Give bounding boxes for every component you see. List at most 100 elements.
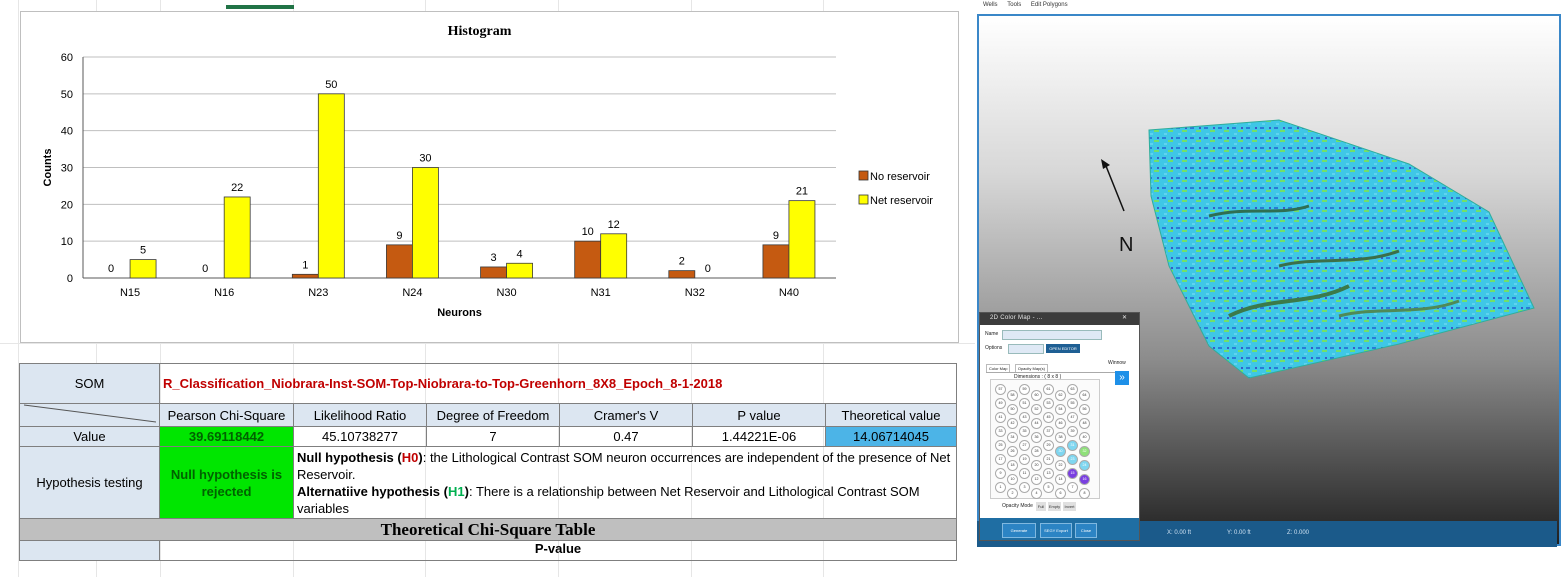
hex-neuron[interactable]: 45 <box>1043 412 1054 423</box>
hex-neuron[interactable]: 61 <box>1043 384 1054 395</box>
hex-neuron[interactable]: 21 <box>1043 454 1054 465</box>
hex-neuron[interactable]: 44 <box>1031 418 1042 429</box>
open-editor-button[interactable]: OPEN EDITOR <box>1046 344 1080 353</box>
menu-edit-polygons[interactable]: Edit Polygons <box>1030 2 1068 8</box>
dialog-titlebar[interactable]: 2D Color Map - ... ✕ <box>980 313 1139 325</box>
close-icon[interactable]: ✕ <box>1122 315 1128 321</box>
hex-neuron[interactable]: 3 <box>1019 482 1030 493</box>
hex-neuron[interactable]: 30 <box>1055 446 1066 457</box>
hex-neuron[interactable]: 52 <box>1031 404 1042 415</box>
menu-tools[interactable]: Tools <box>1007 2 1022 8</box>
opacity-full-button[interactable]: Full <box>1036 502 1046 511</box>
som-name-cell[interactable]: R_Classification_Niobrara-Inst-SOM-Top-N… <box>159 363 957 404</box>
seismic-viewer-window: Wells Tools Edit Polygons N <box>975 0 1566 577</box>
y-tick-label: 50 <box>61 89 73 101</box>
hex-neuron[interactable]: 37 <box>1043 426 1054 437</box>
hex-neuron[interactable]: 60 <box>1031 390 1042 401</box>
hex-neuron[interactable]: 46 <box>1055 418 1066 429</box>
segy-export-button[interactable]: SEGY Export <box>1040 523 1072 538</box>
hex-neuron[interactable]: 29 <box>1043 440 1054 451</box>
active-sheet-indicator[interactable] <box>226 5 294 9</box>
hex-neuron[interactable]: 24 <box>1079 460 1090 471</box>
hex-neuron[interactable]: 7 <box>1067 482 1078 493</box>
hex-neuron[interactable]: 49 <box>995 398 1006 409</box>
hex-neuron[interactable]: 63 <box>1067 384 1078 395</box>
hypothesis-text-cell[interactable]: Null hypothesis (H0): the Lithological C… <box>293 446 957 519</box>
chart-canvas: 0102030405060N1505N16022N23150N24930N303… <box>42 24 933 319</box>
data-label: 1 <box>302 259 308 271</box>
options-select[interactable] <box>1008 344 1044 354</box>
hex-neuron[interactable]: 17 <box>995 454 1006 465</box>
hex-neuron[interactable]: 48 <box>1079 418 1090 429</box>
hex-neuron[interactable]: 33 <box>995 426 1006 437</box>
hex-neuron[interactable]: 62 <box>1055 390 1066 401</box>
tab-color-map[interactable]: Color Map <box>986 364 1011 372</box>
bar-net-reservoir <box>223 196 251 279</box>
hex-neuron[interactable]: 6 <box>1055 488 1066 499</box>
winnow-forward-button[interactable]: » <box>1115 371 1129 385</box>
name-field[interactable] <box>1002 330 1102 340</box>
hex-neuron[interactable]: 16 <box>1079 474 1090 485</box>
hex-neuron[interactable]: 8 <box>1079 488 1090 499</box>
hex-neuron[interactable]: 19 <box>1019 454 1030 465</box>
hex-neuron[interactable]: 59 <box>1019 384 1030 395</box>
hex-neuron[interactable]: 58 <box>1007 390 1018 401</box>
hex-neuron[interactable]: 51 <box>1019 398 1030 409</box>
hex-neuron[interactable]: 32 <box>1079 446 1090 457</box>
hex-neuron[interactable]: 26 <box>1007 446 1018 457</box>
hex-neuron[interactable]: 22 <box>1055 460 1066 471</box>
hex-neuron[interactable]: 18 <box>1007 460 1018 471</box>
value-p-value[interactable]: 1.44221E-06 <box>692 426 826 447</box>
hex-neuron[interactable]: 27 <box>1019 440 1030 451</box>
hex-neuron[interactable]: 42 <box>1007 418 1018 429</box>
hex-neuron[interactable]: 40 <box>1079 432 1090 443</box>
close-button[interactable]: Close <box>1075 523 1097 538</box>
generate-geobodies-button[interactable]: Generate Geobodies <box>1002 523 1036 538</box>
hex-neuron[interactable]: 15 <box>1067 468 1078 479</box>
hex-neuron[interactable]: 13 <box>1043 468 1054 479</box>
hex-neuron[interactable]: 25 <box>995 440 1006 451</box>
hex-neuron[interactable]: 28 <box>1031 446 1042 457</box>
hex-neuron[interactable]: 39 <box>1067 426 1078 437</box>
value-likelihood[interactable]: 45.10738277 <box>293 426 427 447</box>
hex-neuron[interactable]: 10 <box>1007 474 1018 485</box>
histogram-chart[interactable]: 0 10 20 30 40 50 60 N15 0 5 N16 0 22 N23 1 50 N24 9 30 N30 3… <box>20 11 959 343</box>
hypothesis-result-cell[interactable]: Null hypothesis is rejected <box>159 446 294 519</box>
value-theoretical[interactable]: 14.06714045 <box>825 426 957 447</box>
value-dof[interactable]: 7 <box>426 426 560 447</box>
opacity-invert-button[interactable]: Invert <box>1063 502 1076 511</box>
hex-neuron[interactable]: 43 <box>1019 412 1030 423</box>
hex-neuron[interactable]: 4 <box>1031 488 1042 499</box>
tab-opacity-map[interactable]: Opacity Map(s) <box>1014 364 1048 372</box>
hex-neuron[interactable]: 1 <box>995 482 1006 493</box>
color-map-dialog[interactable]: 2D Color Map - ... ✕ Name Options OPEN E… <box>979 312 1140 541</box>
hex-neuron[interactable]: 38 <box>1055 432 1066 443</box>
hex-neuron[interactable]: 50 <box>1007 404 1018 415</box>
hex-neuron[interactable]: 11 <box>1019 468 1030 479</box>
hex-neuron[interactable]: 23 <box>1067 454 1078 465</box>
hex-neuron[interactable]: 41 <box>995 412 1006 423</box>
hex-neuron[interactable]: 56 <box>1079 404 1090 415</box>
hex-neuron[interactable]: 55 <box>1067 398 1078 409</box>
value-pearson[interactable]: 39.69118442 <box>159 426 294 447</box>
hex-neuron[interactable]: 53 <box>1043 398 1054 409</box>
hex-neuron[interactable]: 54 <box>1055 404 1066 415</box>
hex-neuron[interactable]: 64 <box>1079 390 1090 401</box>
hex-neuron[interactable]: 31 <box>1067 440 1078 451</box>
hex-neuron[interactable]: 36 <box>1031 432 1042 443</box>
hex-neuron[interactable]: 20 <box>1031 460 1042 471</box>
value-cramers-v[interactable]: 0.47 <box>559 426 693 447</box>
hex-neuron[interactable]: 14 <box>1055 474 1066 485</box>
hex-neuron[interactable]: 5 <box>1043 482 1054 493</box>
menu-wells[interactable]: Wells <box>983 2 998 8</box>
header-theoretical: Theoretical value <box>825 403 957 427</box>
opacity-empty-button[interactable]: Empty <box>1048 502 1061 511</box>
hex-neuron[interactable]: 35 <box>1019 426 1030 437</box>
hex-neuron[interactable]: 9 <box>995 468 1006 479</box>
hex-neuron[interactable]: 47 <box>1067 412 1078 423</box>
hex-neuron[interactable]: 34 <box>1007 432 1018 443</box>
som-hex-grid[interactable]: 57 59 61 63 58 60 62 64 49 51 53 55 50 52 54 56 41 43 45 47… <box>990 379 1100 499</box>
hex-neuron[interactable]: 57 <box>995 384 1006 395</box>
hex-neuron[interactable]: 12 <box>1031 474 1042 485</box>
hex-neuron[interactable]: 2 <box>1007 488 1018 499</box>
